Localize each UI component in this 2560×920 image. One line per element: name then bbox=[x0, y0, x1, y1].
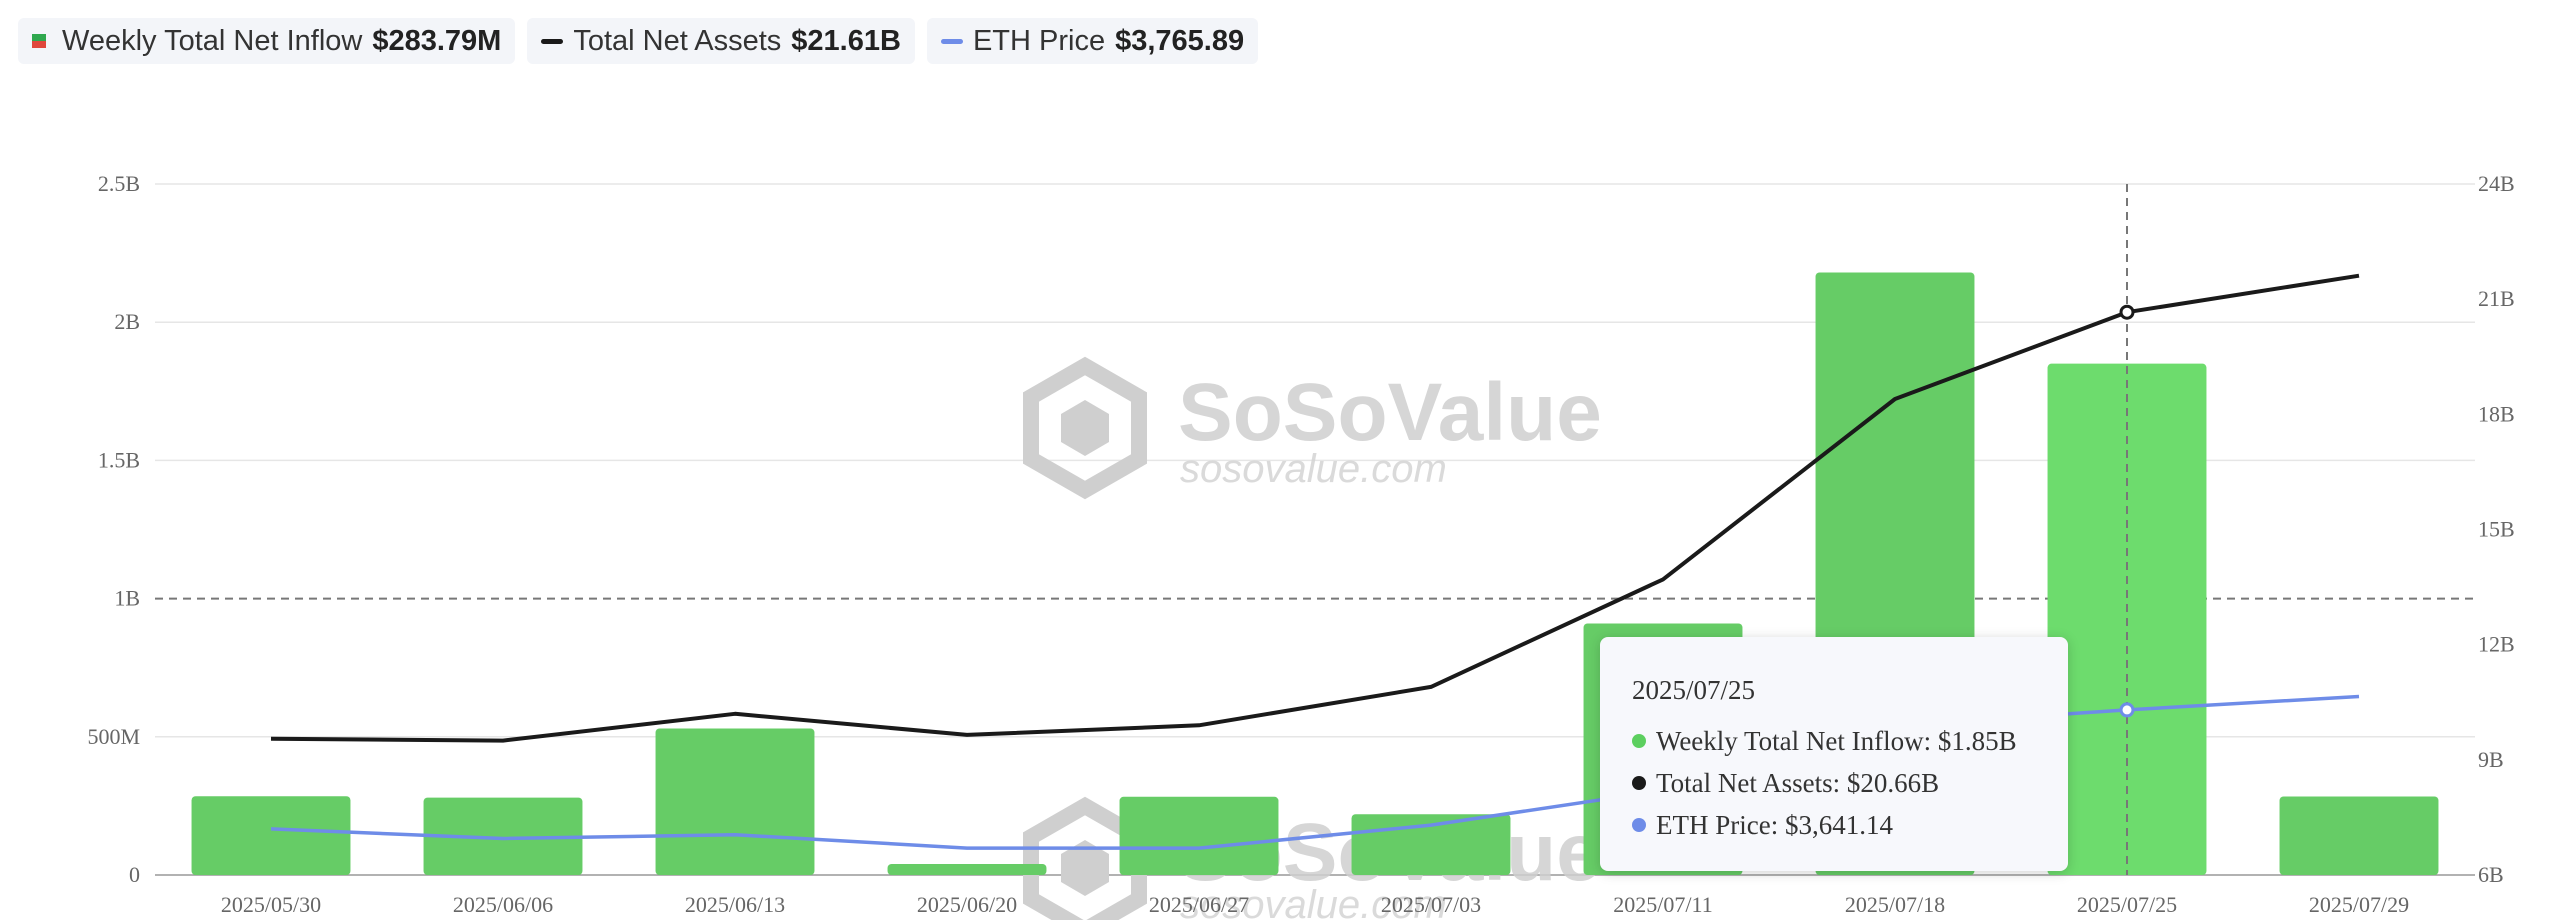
blue-dot-icon bbox=[1632, 818, 1646, 832]
y-left-tick-label: 500M bbox=[87, 724, 140, 749]
legend-item-total-net-assets[interactable]: Total Net Assets $21.61B bbox=[527, 18, 915, 64]
x-tick-label: 2025/06/27 bbox=[1149, 892, 1249, 917]
y-left-tick-label: 2.5B bbox=[98, 171, 140, 196]
x-tick-label: 2025/07/25 bbox=[2077, 892, 2177, 917]
series-line[interactable] bbox=[270, 273, 2360, 743]
x-tick-label: 2025/06/06 bbox=[453, 892, 553, 917]
tooltip-label: ETH Price: bbox=[1656, 809, 1779, 840]
bar[interactable] bbox=[191, 796, 351, 875]
x-tick-label: 2025/07/29 bbox=[2309, 892, 2409, 917]
x-tick-label: 2025/07/18 bbox=[1845, 892, 1945, 917]
line-swatch-icon bbox=[541, 38, 564, 44]
sosovalue-logo-icon bbox=[1023, 356, 1147, 500]
y-right-tick-label: 15B bbox=[2478, 517, 2515, 542]
legend-value: $21.61B bbox=[791, 24, 901, 57]
x-tick-label: 2025/07/03 bbox=[1381, 892, 1481, 917]
data-point[interactable] bbox=[2119, 702, 2135, 718]
green-dot-icon bbox=[1632, 734, 1646, 748]
line-swatch-icon bbox=[940, 38, 963, 44]
x-tick-label: 2025/05/30 bbox=[221, 892, 321, 917]
tooltip-row: ETH Price: $3,641.14 bbox=[1632, 804, 2068, 846]
y-left-tick-label: 0 bbox=[129, 862, 140, 887]
bar[interactable] bbox=[887, 863, 1047, 875]
y-right-tick-label: 6B bbox=[2478, 862, 2504, 887]
legend-value: $3,765.89 bbox=[1115, 24, 1245, 57]
tooltip-date: 2025/07/25 bbox=[1632, 675, 1756, 705]
axes: 0 500M 1B 1.5B 2B 2.5B 6B 9B 12B 15B 18B 21B 24B 2025… bbox=[87, 171, 2514, 917]
bar[interactable] bbox=[655, 728, 815, 875]
tooltip-row: Weekly Total Net Inflow: $1.85B bbox=[1632, 720, 2068, 762]
tooltip-value: $3,641.14 bbox=[1784, 809, 1893, 840]
black-dot-icon bbox=[1632, 776, 1646, 790]
watermark-brand: SoSoValue bbox=[1178, 367, 1602, 458]
legend-label: ETH Price bbox=[972, 24, 1106, 57]
tooltip-value: $1.85B bbox=[1937, 725, 2017, 756]
legend: Weekly Total Net Inflow $283.79M Total N… bbox=[18, 18, 1259, 64]
y-left-tick-label: 2B bbox=[114, 309, 140, 334]
x-tick-label: 2025/06/13 bbox=[685, 892, 785, 917]
bar[interactable] bbox=[423, 797, 583, 875]
legend-item-weekly-inflow[interactable]: Weekly Total Net Inflow $283.79M bbox=[18, 18, 516, 64]
tooltip-row: Total Net Assets: $20.66B bbox=[1632, 762, 2068, 804]
y-right-tick-label: 12B bbox=[2478, 632, 2515, 657]
y-left-tick-label: 1.5B bbox=[98, 447, 140, 472]
y-right-tick-label: 9B bbox=[2478, 747, 2504, 772]
tooltip: 2025/07/25 Weekly Total Net Inflow: $1.8… bbox=[1600, 637, 2068, 871]
watermark-url: sosovalue.com bbox=[1180, 447, 1447, 491]
bars[interactable] bbox=[191, 272, 2439, 875]
legend-label: Total Net Assets bbox=[573, 24, 782, 57]
data-point[interactable] bbox=[2119, 304, 2135, 320]
bar[interactable] bbox=[2279, 796, 2439, 875]
x-tick-label: 2025/07/11 bbox=[1613, 892, 1712, 917]
y-right-tick-label: 18B bbox=[2478, 401, 2515, 426]
watermark-url: sosovalue.com bbox=[1180, 883, 1447, 920]
tooltip-label: Total Net Assets: bbox=[1656, 767, 1841, 798]
bar[interactable] bbox=[1119, 796, 1279, 875]
bar-swatch-icon bbox=[32, 34, 46, 48]
y-left-tick-label: 1B bbox=[114, 586, 140, 611]
legend-value: $283.79M bbox=[372, 24, 502, 57]
y-right-tick-label: 24B bbox=[2478, 171, 2515, 196]
y-right-tick-label: 21B bbox=[2478, 286, 2515, 311]
x-tick-label: 2025/06/20 bbox=[917, 892, 1017, 917]
legend-label: Weekly Total Net Inflow bbox=[62, 24, 363, 57]
tooltip-label: Weekly Total Net Inflow: bbox=[1656, 725, 1932, 756]
bar[interactable] bbox=[1351, 814, 1511, 875]
tooltip-value: $20.66B bbox=[1846, 767, 1940, 798]
legend-item-eth-price[interactable]: ETH Price $3,765.89 bbox=[926, 18, 1259, 64]
